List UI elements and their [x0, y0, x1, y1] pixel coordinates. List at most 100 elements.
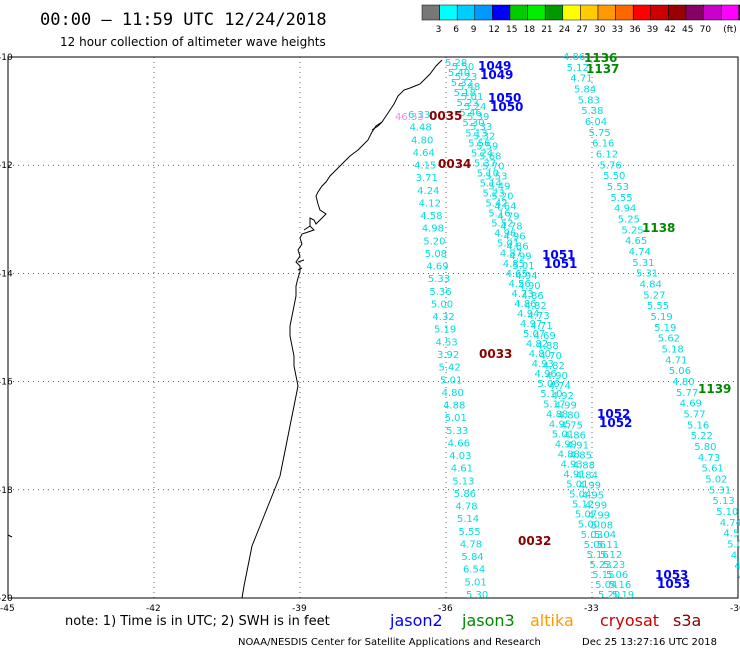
wave-height-value: 6.04: [585, 117, 607, 128]
footer-credit: NOAA/NESDIS Center for Satellite Applica…: [238, 637, 541, 648]
wave-height-value: 4.86: [564, 431, 586, 442]
wave-height-value: 5.01: [512, 261, 534, 272]
wave-height-value: 5.50: [603, 171, 625, 182]
wave-height-value: 5.50: [452, 62, 474, 73]
colorbar-swatch: [597, 4, 616, 21]
wave-height-value: 5.33: [446, 426, 468, 437]
colorbar-swatch: [439, 4, 458, 21]
wave-height-value: 5.23: [589, 560, 611, 571]
wave-height-value: 4.99: [585, 500, 607, 511]
lat-tick-label: -14: [0, 269, 13, 279]
wave-height-value: 4.69: [426, 262, 448, 273]
colorbar-swatch: [685, 4, 704, 21]
wave-height-value: 5.55: [647, 301, 669, 312]
wave-height-value: 4.74: [629, 247, 651, 258]
lon-tick-label: -36: [438, 604, 453, 614]
lat-tick-label: -18: [0, 486, 13, 496]
wave-height-value: 5.61: [702, 464, 724, 475]
wave-height-value: 4.69: [534, 331, 556, 342]
wave-height-value: 5.32: [473, 132, 495, 143]
wave-height-value: 4.97: [520, 319, 542, 330]
wave-height-value: 4.32: [432, 312, 454, 323]
wave-height-value: 5.19: [654, 323, 676, 334]
wave-height-value: 4.75: [561, 421, 583, 432]
wave-height-value: 4.03: [449, 451, 471, 462]
pass-label: 1050: [488, 91, 521, 105]
wave-height-value: 5.84: [461, 552, 483, 563]
wave-height-value: 5.14: [457, 514, 479, 525]
wave-height-value: 4.78: [455, 502, 477, 513]
wave-height-value: 4.58: [420, 211, 442, 222]
wave-height-value: 5.02: [705, 475, 727, 486]
colorbar-label: 45: [682, 25, 693, 35]
wave-height-value: 4.86: [514, 299, 536, 310]
wave-height-value: 5.37: [474, 158, 496, 169]
wave-height-value: 5.77: [676, 388, 698, 399]
wave-height-value: 4.12: [419, 198, 441, 209]
wave-height-value: 4.91: [563, 470, 585, 481]
wave-height-value: 5.04: [594, 530, 616, 541]
wave-height-value: 5.36: [429, 287, 451, 298]
wave-height-value: 5.06: [606, 570, 628, 581]
wave-height-value: 5.14: [480, 178, 502, 189]
wave-height-value: 5.06: [584, 540, 606, 551]
wave-height-value: 4.82: [543, 361, 565, 372]
wave-height-value: 5.83: [578, 95, 600, 106]
colorbar-swatch: [720, 4, 740, 21]
wave-height-value: 4.93: [560, 460, 582, 471]
wave-height-value: 5.68: [479, 152, 501, 163]
wave-height-value: 5.06: [669, 366, 691, 377]
wave-height-value: 5.80: [694, 442, 716, 453]
wave-height-value: 5.24: [464, 102, 486, 113]
pass-label: 1137: [586, 62, 619, 76]
wave-height-value: 5.19: [434, 325, 456, 336]
wave-height-value: 5.46: [459, 108, 481, 119]
wave-height-value: 4.80: [558, 411, 580, 422]
footer-timestamp: Dec 25 13:27:16 UTC 2018: [582, 637, 717, 648]
coastline: [241, 59, 443, 599]
wave-height-value: 4.82: [526, 339, 548, 350]
wave-height-value: 5.40: [448, 68, 470, 79]
colorbar-swatch: [421, 4, 440, 21]
colorbar-label: 6: [453, 25, 459, 35]
wave-height-value: 5.33: [470, 122, 492, 133]
wave-height-value: 5.20: [598, 590, 620, 601]
wave-height-value: 4.99: [588, 510, 610, 521]
wave-height-value: 4.95: [582, 490, 604, 501]
wave-height-value: 4.95: [549, 419, 571, 430]
wave-height-value: 5.30: [466, 590, 488, 601]
colorbar-label: 15: [506, 25, 517, 35]
wave-height-value: 4.64: [494, 201, 516, 212]
wave-height-value: 4.80: [672, 377, 694, 388]
wave-height-value: 4.8: [738, 572, 740, 583]
wave-height-value: 4.71: [665, 355, 687, 366]
wave-height-value: 5.16: [586, 550, 608, 561]
wave-height-value: 5.52: [491, 219, 513, 230]
colorbar-swatch: [580, 4, 599, 21]
wave-height-value: 5.08: [425, 249, 447, 260]
wave-height-value: 4.96: [503, 231, 525, 242]
coastline-islands: [7, 121, 383, 538]
wave-height-value: 5.53: [607, 182, 629, 193]
outlier-value: 46.33: [395, 112, 424, 123]
wave-height-value: 5.16: [687, 420, 709, 431]
lat-tick-label: -10: [0, 53, 13, 63]
wave-height-value: 4.24: [417, 186, 439, 197]
wave-height-value: 4.92: [552, 391, 574, 402]
wave-height-value: 4.7: [734, 561, 740, 572]
map-grid: -10 -12 -14 -16 -18 -20-45 -42 -39 -36 -33 -30: [0, 53, 740, 614]
wave-height-value: 4.94: [614, 204, 636, 215]
wave-height-value: 5.33: [428, 274, 450, 285]
wave-height-value: 4.90: [546, 371, 568, 382]
colorbar-swatch: [703, 4, 722, 21]
colorbar-label: 36: [629, 25, 641, 35]
wave-height-value: 4.86: [506, 241, 528, 252]
wave-height-value: 4.78: [500, 221, 522, 232]
wave-height-value: 4.80: [442, 388, 464, 399]
wave-height-value: 4.79: [497, 211, 519, 222]
wave-height-value: 4.98: [422, 224, 444, 235]
wave-height-value: 5.10: [716, 507, 738, 518]
wave-height-value: 5.01: [552, 429, 574, 440]
